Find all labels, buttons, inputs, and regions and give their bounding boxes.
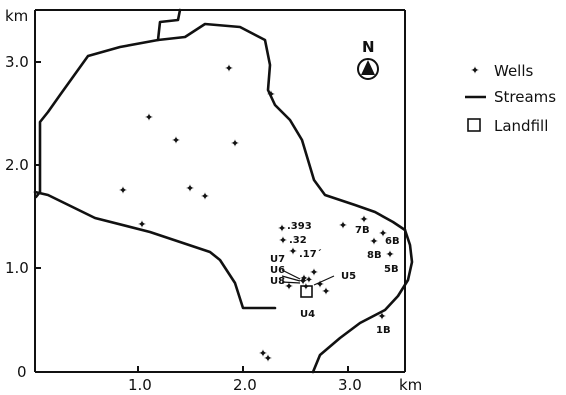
well-label: .32 [289,235,307,246]
well-marker: ✦ [278,234,287,247]
x-unit-label: km [399,376,422,394]
well-marker: ✦ [369,235,378,248]
north-arrow: N [357,38,379,80]
north-circle [357,58,379,80]
leader-line [281,269,301,280]
well-label: 6B [385,236,400,247]
well-marker: ✦ [378,227,387,240]
well-label: U8 [270,276,285,287]
well-marker: ✦ [309,266,318,279]
well-label: 7B [355,225,370,236]
stream-line [33,190,277,310]
well-marker: ✦ [200,190,209,203]
map-frame [34,9,406,373]
well-marker: ✦ [299,272,308,285]
well-marker: ✦ [377,310,386,323]
well-marker: ✦ [302,282,310,293]
north-label: N [362,38,375,56]
landfill-marker [300,285,313,298]
y-unit-label: km [5,7,28,25]
well-marker: ✦ [224,62,233,75]
y-tick-label: 3.0 [5,53,29,71]
stream-line [311,228,414,374]
x-tick-label: 1.0 [128,376,152,394]
stream-line [34,8,182,199]
well-marker: ✦ [277,222,286,235]
leader-line [313,275,335,286]
well-marker: ✦ [288,245,297,258]
legend-streams-label: Streams [494,88,556,106]
well-label: U7 [270,254,285,265]
well-label: U4 [300,309,315,320]
legend-well-icon: ✦ [470,64,479,77]
well-label: U5 [341,271,356,282]
well-marker: ✦ [258,347,267,360]
well-label: 5B [384,264,399,275]
y-tick-label: 2.0 [5,156,29,174]
well-marker: ✦ [230,137,239,150]
well-marker: ✦ [118,184,127,197]
leader-line [281,281,301,284]
legend: ✦ Wells Streams Landfill [465,62,556,135]
legend-wells-label: Wells [494,62,534,80]
well-label: .17´ [299,248,322,260]
north-arrow-icon [361,60,375,75]
y-tick-label: 1.0 [5,259,29,277]
well-marker: ✦ [305,275,313,286]
well-marker: ✦ [185,182,194,195]
well-label: 1B [376,325,391,336]
well-marker: ✦ [321,285,330,298]
y-ticks: 0 1.0 2.0 3.0 km [5,7,41,381]
landfill-well-cluster: ✦ ✦ ✦ [281,269,335,298]
legend-landfill-label: Landfill [494,117,548,135]
x-tick-label: 3.0 [338,376,362,394]
x-tick-label: 2.0 [233,376,257,394]
well-marker: ✦ [315,278,324,291]
well-marker: ✦ [284,280,293,293]
well-marker: ✦ [171,134,180,147]
well-labels: .393 .32 .17´ 7B 6B 8B 5B 1B U7 U6 U8 U5… [270,221,400,336]
legend-landfill-icon [467,118,481,132]
well-label: 8B [367,250,382,261]
y-tick-label: 0 [17,363,27,381]
well-label: .393 [287,221,312,232]
well-marker: ✦ [144,111,153,124]
wells: ✦ ✦ ✦ ✦ ✦ ✦ ✦ ✦ ✦ ✦ ✦ ✦ ✦ ✦ ✦ ✦ ✦ ✦ ✦ ✦ … [118,62,394,365]
well-marker: ✦ [137,218,146,231]
well-marker: ✦ [338,219,347,232]
well-marker: ✦ [385,248,394,261]
well-marker: ✦ [359,213,368,226]
leader-line [281,275,301,282]
well-marker: ✦ [263,352,272,365]
well-label: U6 [270,265,285,276]
well-marker: ✦ [266,88,275,101]
streams [33,8,414,374]
x-ticks: 1.0 2.0 3.0 km [128,366,422,394]
stream-line [156,22,407,232]
well-marker: ✦ [298,274,308,288]
